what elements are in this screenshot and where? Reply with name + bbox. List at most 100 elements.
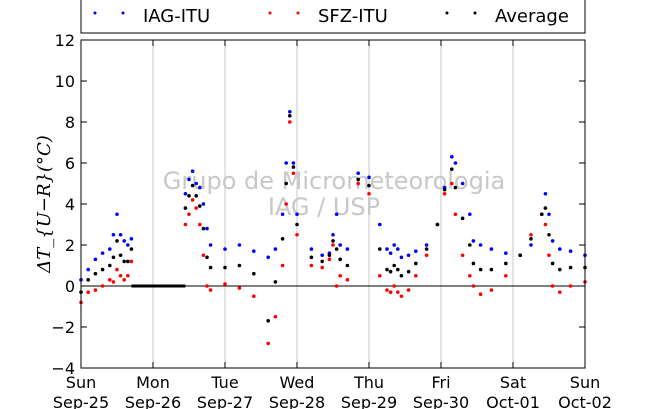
point-sfz-itu-63 bbox=[558, 290, 562, 294]
point-average-29 bbox=[309, 255, 314, 260]
point-sfz-itu-23 bbox=[273, 314, 278, 319]
x-tick-label-day-4: Thu bbox=[353, 373, 384, 392]
point-iag-itu-38 bbox=[378, 222, 382, 227]
point-average-19 bbox=[223, 265, 227, 270]
point-iag-itu-21 bbox=[252, 249, 256, 253]
legend-marker-2-a bbox=[445, 11, 449, 15]
x-tick-label-date-0: Sep-25 bbox=[53, 393, 109, 409]
point-sfz-itu-56 bbox=[504, 273, 508, 278]
point-iag-itu-4 bbox=[108, 247, 112, 251]
legend-marker-1-b bbox=[296, 11, 300, 15]
point-iag-itu-44 bbox=[406, 253, 411, 258]
x-tick-label-date-6: Oct-01 bbox=[486, 393, 540, 409]
point-iag-itu-64 bbox=[568, 249, 573, 253]
legend-box bbox=[80, 0, 586, 34]
point-sfz-itu-17 bbox=[205, 284, 209, 288]
point-sfz-itu-29 bbox=[309, 263, 314, 268]
point-average-24 bbox=[280, 237, 285, 241]
data-points bbox=[79, 109, 587, 346]
point-average-12 bbox=[187, 194, 191, 198]
point-iag-itu-41 bbox=[392, 243, 397, 247]
point-iag-itu-15 bbox=[198, 185, 202, 190]
point-sfz-itu-30 bbox=[320, 265, 325, 270]
point-iag-itu-27 bbox=[291, 161, 296, 165]
point-iag-itu-7 bbox=[118, 232, 123, 237]
x-tick-label-date-7: Oct-02 bbox=[558, 393, 612, 409]
point-sfz-itu-5 bbox=[111, 280, 116, 284]
point-average-64 bbox=[568, 265, 573, 270]
point-average-52 bbox=[468, 243, 472, 247]
point-iag-itu-25 bbox=[284, 161, 289, 165]
point-iag-itu-2 bbox=[93, 257, 98, 262]
point-sfz-itu-16 bbox=[201, 253, 206, 258]
point-average-32 bbox=[331, 239, 335, 243]
point-iag-itu-9 bbox=[126, 243, 130, 247]
point-iag-itu-36 bbox=[356, 171, 361, 176]
x-tick-label-day-0: Sun bbox=[66, 373, 96, 392]
point-sfz-itu-11 bbox=[183, 222, 188, 227]
legend: IAG-ITU SFZ-ITU Average bbox=[80, 0, 586, 34]
point-iag-itu-17 bbox=[205, 226, 209, 231]
point-iag-itu-40 bbox=[388, 251, 393, 255]
point-average-30 bbox=[320, 259, 325, 264]
point-sfz-itu-1 bbox=[86, 290, 90, 294]
point-average-41 bbox=[392, 263, 397, 268]
point-sfz-itu-54 bbox=[478, 292, 483, 297]
point-iag-itu-56 bbox=[504, 251, 508, 255]
point-iag-itu-28 bbox=[295, 212, 299, 217]
y-tick-label-4: 4 bbox=[65, 195, 75, 214]
y-tick-label-5: 6 bbox=[65, 154, 75, 173]
point-sfz-itu-19 bbox=[223, 282, 227, 286]
point-iag-itu-34 bbox=[338, 243, 343, 247]
y-tick-label-0: −4 bbox=[51, 359, 75, 378]
legend-marker-1-a bbox=[268, 11, 272, 15]
point-sfz-itu-61 bbox=[547, 253, 551, 258]
point-average-54 bbox=[478, 267, 483, 272]
legend-label-2: Average bbox=[495, 6, 569, 27]
legend-label-1: SFZ-ITU bbox=[318, 6, 388, 27]
point-average-62 bbox=[550, 261, 555, 266]
x-tick-label-date-3: Sep-28 bbox=[269, 393, 325, 409]
point-average-53 bbox=[471, 261, 476, 266]
point-iag-itu-43 bbox=[399, 255, 404, 260]
point-average-17 bbox=[205, 255, 209, 260]
point-iag-itu-30 bbox=[320, 253, 325, 258]
point-iag-itu-42 bbox=[396, 247, 400, 251]
point-iag-itu-45 bbox=[414, 249, 418, 253]
point-iag-itu-35 bbox=[345, 247, 350, 251]
point-iag-itu-19 bbox=[223, 247, 227, 251]
point-sfz-itu-37 bbox=[367, 191, 371, 196]
point-sfz-itu-39 bbox=[385, 288, 389, 292]
point-average-6 bbox=[115, 239, 119, 243]
point-average-40 bbox=[388, 269, 393, 274]
point-average-23 bbox=[273, 280, 278, 284]
point-average-44 bbox=[406, 269, 411, 274]
point-average-28 bbox=[295, 222, 299, 227]
point-sfz-itu-22 bbox=[266, 341, 271, 346]
point-sfz-itu-49 bbox=[450, 181, 454, 186]
point-iag-itu-52 bbox=[468, 212, 472, 217]
point-average-21 bbox=[252, 271, 256, 276]
point-sfz-itu-53 bbox=[471, 284, 476, 288]
point-sfz-itu-15 bbox=[198, 222, 202, 227]
point-sfz-itu-60 bbox=[543, 222, 548, 227]
point-sfz-itu-50 bbox=[453, 212, 458, 217]
point-sfz-itu-31 bbox=[327, 257, 332, 262]
point-iag-itu-14 bbox=[194, 181, 198, 186]
point-iag-itu-60 bbox=[543, 191, 548, 196]
watermark-line-2: IAG / USP bbox=[268, 193, 380, 221]
point-iag-itu-10 bbox=[129, 237, 134, 241]
point-average-36 bbox=[356, 177, 361, 182]
point-average-16 bbox=[201, 226, 206, 231]
point-sfz-itu-32 bbox=[331, 243, 335, 247]
point-iag-itu-11 bbox=[183, 191, 188, 196]
point-iag-itu-3 bbox=[100, 251, 105, 255]
point-iag-itu-8 bbox=[122, 239, 126, 243]
x-tick-label-date-4: Sep-29 bbox=[341, 393, 397, 409]
point-iag-itu-63 bbox=[558, 247, 562, 251]
point-iag-itu-37 bbox=[367, 175, 371, 180]
point-iag-itu-18 bbox=[208, 243, 213, 247]
point-average-51 bbox=[460, 216, 465, 221]
point-sfz-itu-42 bbox=[396, 290, 400, 294]
